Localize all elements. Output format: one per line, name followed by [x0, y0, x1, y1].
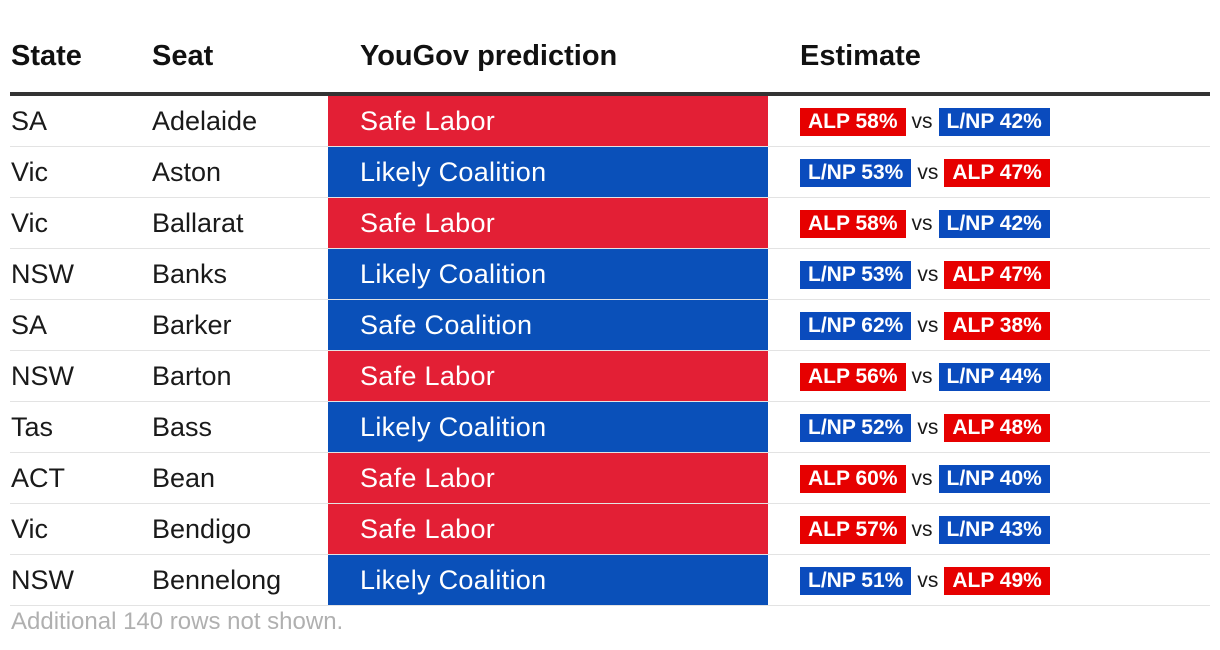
table-row: SA Barker Safe Coalition L/NP 62% vs ALP 38%: [10, 300, 1210, 351]
estimate-leading-badge: ALP 57%: [800, 516, 906, 544]
estimate-leading-badge: ALP 58%: [800, 210, 906, 238]
estimate-trailing-badge: L/NP 43%: [938, 516, 1050, 544]
estimate-trailing-badge: L/NP 42%: [938, 210, 1050, 238]
prediction-label: Likely Coalition: [360, 412, 547, 442]
estimate-trailing-badge: L/NP 42%: [938, 108, 1050, 136]
estimate-trailing-badge: ALP 49%: [944, 567, 1050, 595]
state-cell: NSW: [11, 259, 74, 289]
header-estimate: Estimate: [800, 40, 921, 72]
prediction-cell: Safe Labor: [328, 453, 768, 503]
estimate-trailing-badge: L/NP 40%: [938, 465, 1050, 493]
state-cell: NSW: [11, 361, 74, 391]
seat-prediction-table: State Seat YouGov prediction Estimate SA…: [10, 28, 1210, 606]
seat-cell: Banks: [152, 259, 228, 289]
estimate-leading-badge: ALP 56%: [800, 363, 906, 391]
seat-cell: Adelaide: [152, 106, 258, 136]
table-row: ACT Bean Safe Labor ALP 60% vs L/NP 40%: [10, 453, 1210, 504]
estimate-leading-badge: ALP 60%: [800, 465, 906, 493]
prediction-label: Safe Labor: [360, 106, 496, 136]
seat-cell: Barton: [152, 361, 232, 391]
vs-label: vs: [917, 161, 939, 184]
prediction-cell: Safe Coalition: [328, 300, 768, 350]
table-header: State Seat YouGov prediction Estimate: [10, 28, 1210, 96]
table-row: NSW Banks Likely Coalition L/NP 53% vs ALP 47…: [10, 249, 1210, 300]
estimate-leading-badge: L/NP 52%: [800, 414, 912, 442]
state-cell: ACT: [11, 463, 65, 493]
seat-cell: Bennelong: [152, 565, 282, 595]
vs-label: vs: [911, 467, 933, 490]
state-cell: SA: [11, 310, 48, 340]
estimate-leading-badge: ALP 58%: [800, 108, 906, 136]
prediction-cell: Likely Coalition: [328, 147, 768, 197]
seat-cell: Bean: [152, 463, 216, 493]
estimate-trailing-badge: ALP 38%: [944, 312, 1050, 340]
prediction-cell: Likely Coalition: [328, 249, 768, 299]
estimate-trailing-badge: ALP 48%: [944, 414, 1050, 442]
state-cell: NSW: [11, 565, 74, 595]
estimate-cell: L/NP 51% vs ALP 49%: [800, 567, 1050, 595]
vs-label: vs: [911, 110, 933, 133]
vs-label: vs: [917, 569, 939, 592]
table-row: NSW Barton Safe Labor ALP 56% vs L/NP 44%: [10, 351, 1210, 402]
seat-cell: Aston: [152, 157, 222, 187]
prediction-label: Likely Coalition: [360, 259, 547, 289]
state-cell: SA: [11, 106, 48, 136]
estimate-cell: L/NP 52% vs ALP 48%: [800, 414, 1050, 442]
estimate-leading-badge: L/NP 51%: [800, 567, 912, 595]
seat-cell: Bendigo: [152, 514, 252, 544]
prediction-label: Safe Labor: [360, 208, 496, 238]
estimate-cell: L/NP 53% vs ALP 47%: [800, 159, 1050, 187]
estimate-cell: ALP 58% vs L/NP 42%: [800, 108, 1050, 136]
estimate-cell: L/NP 62% vs ALP 38%: [800, 312, 1050, 340]
table-row: Vic Bendigo Safe Labor ALP 57% vs L/NP 43%: [10, 504, 1210, 555]
state-cell: Vic: [11, 157, 49, 187]
prediction-label: Safe Labor: [360, 514, 496, 544]
prediction-label: Safe Coalition: [360, 310, 533, 340]
header-seat: Seat: [152, 40, 214, 72]
seat-cell: Ballarat: [152, 208, 244, 238]
table-row: Vic Ballarat Safe Labor ALP 58% vs L/NP 42%: [10, 198, 1210, 249]
estimate-trailing-badge: ALP 47%: [944, 261, 1050, 289]
state-cell: Tas: [11, 412, 54, 442]
estimate-cell: ALP 56% vs L/NP 44%: [800, 363, 1050, 391]
prediction-cell: Safe Labor: [328, 96, 768, 146]
vs-label: vs: [917, 263, 939, 286]
estimate-leading-badge: L/NP 62%: [800, 312, 912, 340]
vs-label: vs: [911, 212, 933, 235]
prediction-label: Likely Coalition: [360, 565, 547, 595]
vs-label: vs: [917, 314, 939, 337]
header-prediction: YouGov prediction: [360, 40, 618, 72]
prediction-cell: Likely Coalition: [328, 555, 768, 605]
seat-cell: Barker: [152, 310, 232, 340]
table-body: SA Adelaide Safe Labor ALP 58% vs L/NP 42% Vic…: [10, 96, 1210, 606]
table-row: SA Adelaide Safe Labor ALP 58% vs L/NP 42%: [10, 96, 1210, 147]
prediction-label: Safe Labor: [360, 361, 496, 391]
prediction-cell: Safe Labor: [328, 351, 768, 401]
prediction-cell: Safe Labor: [328, 198, 768, 248]
vs-label: vs: [917, 416, 939, 439]
header-state: State: [11, 40, 82, 72]
table-row: NSW Bennelong Likely Coalition L/NP 51% vs AL…: [10, 555, 1210, 606]
estimate-trailing-badge: ALP 47%: [944, 159, 1050, 187]
table-row: Tas Bass Likely Coalition L/NP 52% vs ALP 48%: [10, 402, 1210, 453]
estimate-cell: ALP 57% vs L/NP 43%: [800, 516, 1050, 544]
state-cell: Vic: [11, 208, 49, 238]
table-row: Vic Aston Likely Coalition L/NP 53% vs ALP 47…: [10, 147, 1210, 198]
estimate-leading-badge: L/NP 53%: [800, 261, 912, 289]
estimate-trailing-badge: L/NP 44%: [938, 363, 1050, 391]
footnote: Additional 140 rows not shown.: [11, 608, 344, 635]
vs-label: vs: [911, 365, 933, 388]
prediction-label: Likely Coalition: [360, 157, 547, 187]
state-cell: Vic: [11, 514, 49, 544]
prediction-label: Safe Labor: [360, 463, 496, 493]
vs-label: vs: [911, 518, 933, 541]
prediction-cell: Safe Labor: [328, 504, 768, 554]
estimate-cell: ALP 60% vs L/NP 40%: [800, 465, 1050, 493]
estimate-leading-badge: L/NP 53%: [800, 159, 912, 187]
prediction-cell: Likely Coalition: [328, 402, 768, 452]
seat-cell: Bass: [152, 412, 213, 442]
estimate-cell: ALP 58% vs L/NP 42%: [800, 210, 1050, 238]
estimate-cell: L/NP 53% vs ALP 47%: [800, 261, 1050, 289]
